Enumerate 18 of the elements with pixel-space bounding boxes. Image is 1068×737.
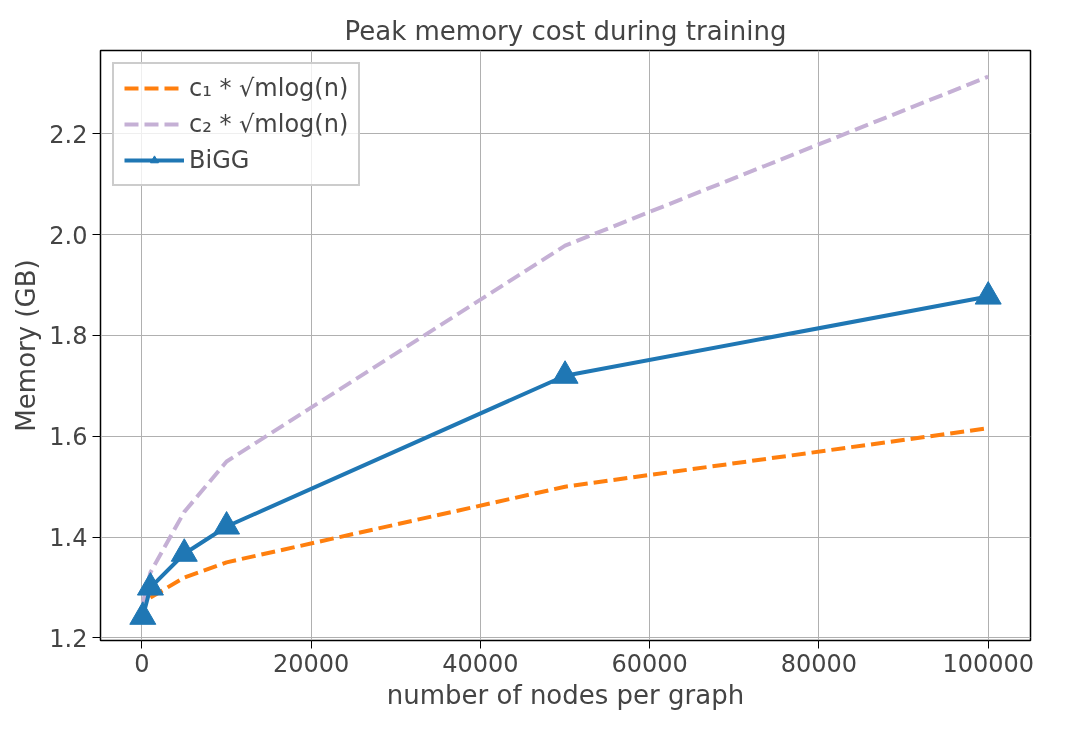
y-tick-label: 2.0	[49, 221, 88, 250]
x-tick-label: 60000	[611, 649, 688, 678]
x-axis-title: number of nodes per graph	[386, 679, 745, 710]
y-axis-title: Memory (GB)	[11, 259, 42, 432]
x-tick-label: 0	[134, 649, 150, 678]
y-tick-label: 2.2	[49, 120, 88, 149]
legend-label: BiGG	[189, 146, 250, 174]
y-tick-label: 1.6	[49, 423, 88, 452]
y-tick-label: 1.2	[49, 624, 88, 653]
legend-label: c₂ * √mlog(n)	[189, 110, 349, 138]
x-tick-label: 80000	[780, 649, 858, 678]
x-tick-label: 20000	[273, 649, 350, 678]
legend-label: c₁ * √mlog(n)	[189, 74, 349, 102]
chart-title: Peak memory cost during training	[344, 15, 787, 46]
x-tick-label: 100000	[942, 649, 1035, 678]
y-tick-label: 1.8	[49, 322, 88, 351]
y-tick-label: 1.4	[49, 524, 88, 553]
x-tick-label: 40000	[442, 649, 519, 678]
